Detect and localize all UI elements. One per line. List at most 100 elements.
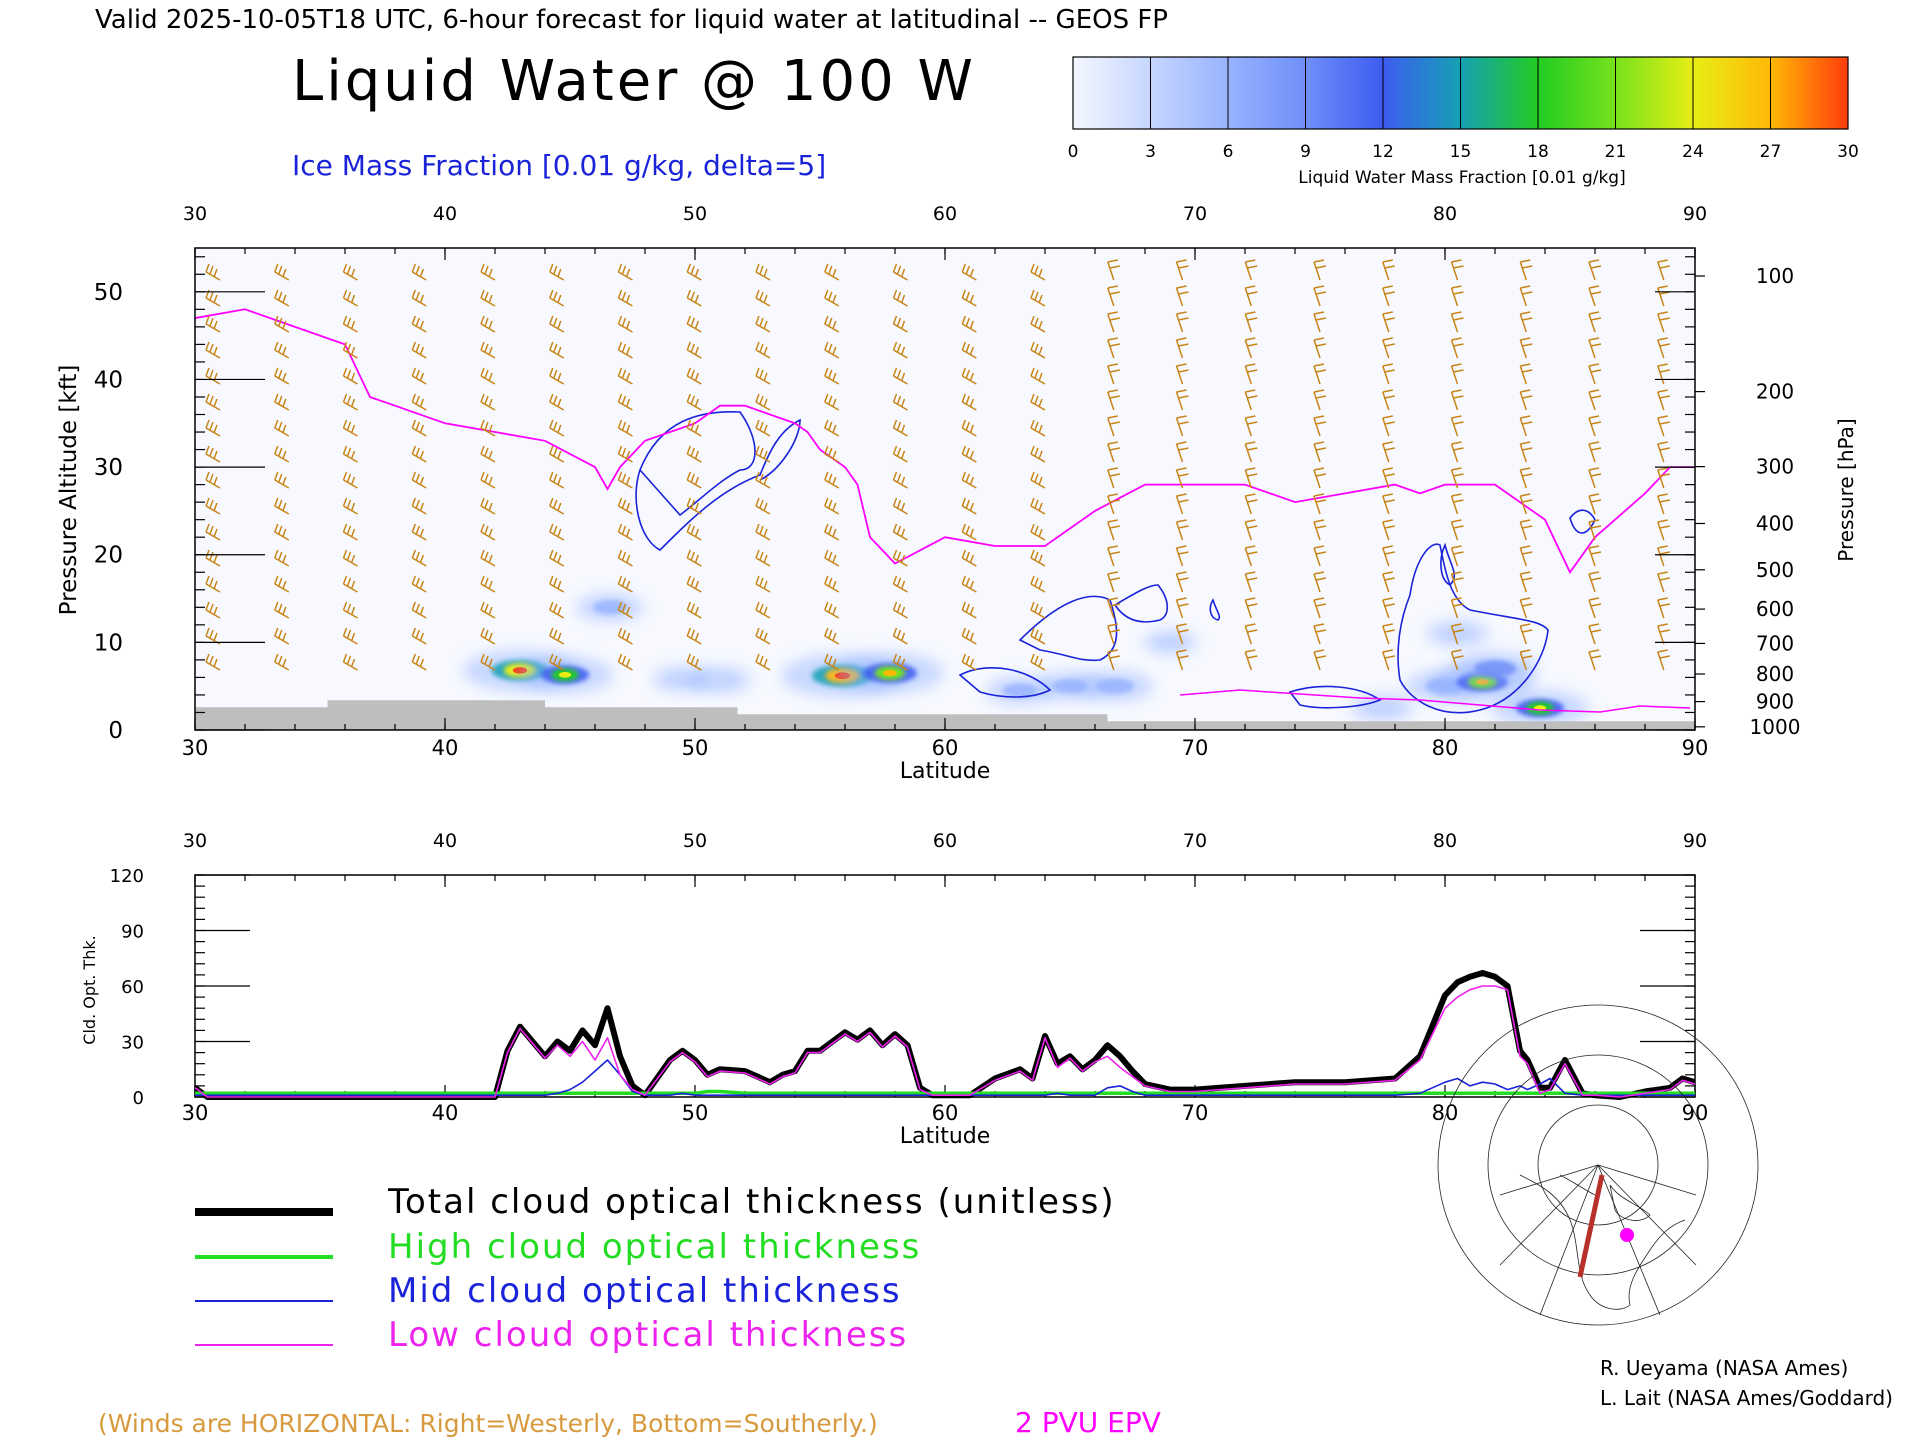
wind-barb	[1175, 259, 1189, 281]
left-tick-label: 40	[94, 367, 123, 393]
wind-barb	[274, 393, 290, 411]
wind-barb	[411, 263, 427, 281]
wind-barb	[1313, 311, 1327, 333]
wind-barb	[1030, 289, 1046, 307]
wind-barb	[1657, 571, 1670, 593]
bottom-tick-label: 90	[1682, 736, 1709, 760]
wind-barb	[205, 575, 221, 593]
bottom-tick-label: 80	[1432, 736, 1459, 760]
wind-barb	[1450, 649, 1464, 671]
wind-barb	[1175, 415, 1189, 437]
wind-barb	[617, 341, 633, 359]
wind-barb	[411, 315, 427, 333]
wind-barb	[1244, 623, 1258, 645]
liquid-water-cell	[1473, 660, 1517, 678]
wind-barb	[1175, 649, 1189, 671]
colorbar-tick-label: 30	[1837, 142, 1859, 162]
wind-barb	[1175, 311, 1189, 333]
wind-barb	[1657, 441, 1670, 463]
wind-barb	[961, 653, 977, 671]
wind-barb	[755, 315, 771, 333]
wind-barb	[824, 419, 840, 437]
wind-barb	[1030, 445, 1046, 463]
wind-barb	[205, 601, 221, 619]
lower-bottom-tick-label: 40	[432, 1101, 459, 1125]
wind-barb	[274, 653, 290, 671]
wind-barb	[1030, 497, 1046, 515]
wind-barb	[1588, 571, 1602, 593]
top-tick-label: 50	[683, 203, 707, 225]
wind-barb	[686, 263, 702, 281]
wind-barb	[824, 497, 840, 515]
wind-barb	[961, 393, 977, 411]
wind-barb	[1450, 519, 1464, 541]
valid-time-line: Valid 2025-10-05T18 UTC, 6-hour forecast…	[95, 5, 1168, 35]
wind-barb	[824, 289, 840, 307]
cross-section-track	[1577, 1174, 1605, 1278]
wind-barb	[1244, 415, 1258, 437]
wind-barb	[342, 601, 358, 619]
wind-barb	[1450, 415, 1464, 437]
colorbar-tick-label: 15	[1450, 142, 1472, 162]
wind-barb	[686, 341, 702, 359]
wind-barb	[755, 601, 771, 619]
wind-barb	[342, 653, 358, 671]
wind-barb	[686, 367, 702, 385]
wind-barb	[549, 393, 565, 411]
wind-barb	[1030, 341, 1046, 359]
wind-barb	[892, 549, 908, 567]
wind-barb	[1519, 441, 1533, 463]
wind-barb	[1382, 597, 1395, 619]
ice-mass-label: Ice Mass Fraction [0.01 g/kg, delta=5]	[292, 149, 826, 182]
wind-barb	[274, 497, 290, 515]
wind-barb	[480, 627, 496, 645]
wind-barb	[549, 341, 565, 359]
wind-barb	[274, 549, 290, 567]
wind-barbs	[205, 259, 1670, 671]
wind-barb	[1657, 493, 1670, 515]
pressure-tick-label: 300	[1756, 455, 1794, 479]
wind-barb	[1175, 545, 1189, 567]
wind-barb	[892, 497, 908, 515]
wind-barb	[1175, 441, 1189, 463]
wind-barb	[1519, 389, 1533, 411]
wind-barb	[205, 497, 221, 515]
wind-barb	[961, 471, 977, 489]
high-optical-thickness-line	[195, 1089, 1695, 1096]
wind-barb	[549, 419, 565, 437]
wind-barb	[1382, 493, 1395, 515]
wind-barb	[1107, 285, 1120, 307]
wind-barb	[411, 419, 427, 437]
wind-barb	[961, 601, 977, 619]
legend: Total cloud optical thickness (unitless)…	[195, 1182, 1114, 1355]
cross-section-ticks	[194, 248, 1705, 731]
wind-barb	[755, 523, 771, 541]
wind-barb	[961, 575, 977, 593]
wind-barb	[617, 367, 633, 385]
wind-barb	[411, 367, 427, 385]
lower-left-tick-label: 120	[110, 866, 144, 887]
wind-barb	[1588, 467, 1602, 489]
wind-barb	[1175, 389, 1189, 411]
wind-barb	[1382, 571, 1395, 593]
liquid-water-cell	[593, 600, 627, 615]
wind-barb	[480, 523, 496, 541]
wind-barb	[686, 497, 702, 515]
wind-barb	[1588, 623, 1602, 645]
wind-barb	[1107, 415, 1120, 437]
wind-barb	[1030, 315, 1046, 333]
wind-barb	[1175, 493, 1189, 515]
wind-barb	[274, 471, 290, 489]
pressure-tick-label: 100	[1756, 264, 1794, 288]
wind-barb	[617, 601, 633, 619]
lower-top-tick-label: 60	[933, 830, 957, 852]
pressure-tick-label: 600	[1756, 597, 1794, 621]
wind-barb	[1450, 597, 1464, 619]
wind-barb	[411, 393, 427, 411]
cross-section-ylabel-left: Pressure Altitude [kft]	[56, 365, 82, 616]
wind-barb	[342, 445, 358, 463]
wind-barb	[686, 419, 702, 437]
wind-barb	[549, 367, 565, 385]
